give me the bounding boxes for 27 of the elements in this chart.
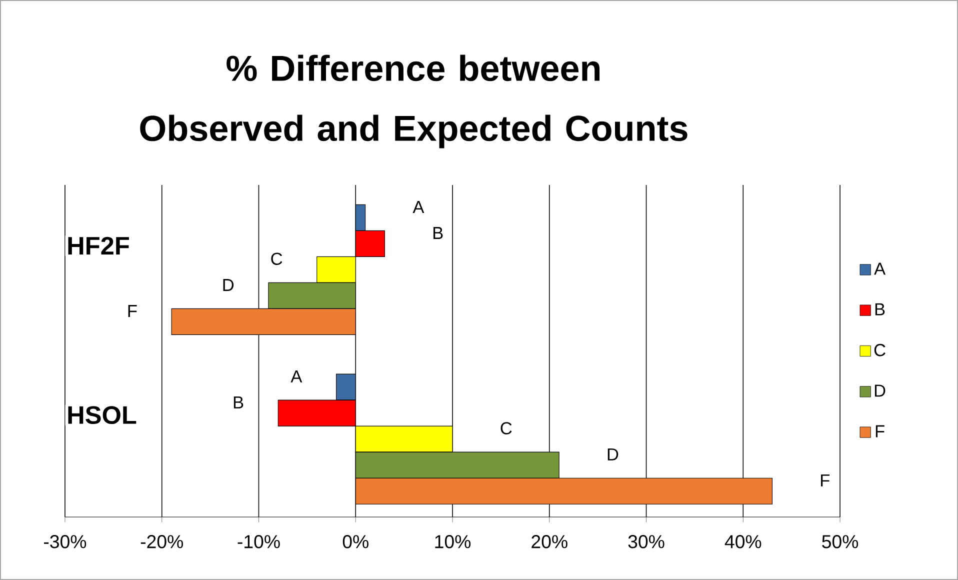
- x-tick-label: -10%: [238, 535, 280, 548]
- x-tick-label: -20%: [140, 535, 183, 548]
- text: B: [234, 396, 244, 408]
- x-tick-label: 50%: [822, 535, 858, 548]
- text: A: [412, 201, 424, 213]
- legend-label: A: [874, 262, 886, 275]
- x-tick-label: 30%: [628, 535, 664, 548]
- legend-label: D: [874, 384, 886, 397]
- x-tick-label: 20%: [532, 535, 568, 548]
- y-tick-label: HF2F: [68, 236, 129, 255]
- legend-label: F: [876, 425, 884, 438]
- text: F: [128, 305, 137, 317]
- text: D: [608, 448, 618, 460]
- legend-label: C: [874, 344, 886, 356]
- text: B: [433, 227, 443, 239]
- text: C: [500, 422, 512, 434]
- x-tick-label: -30%: [44, 535, 86, 548]
- text: D: [223, 279, 234, 291]
- y-tick-label: HSOL: [68, 406, 136, 424]
- text: C: [271, 252, 282, 265]
- x-tick-label: 0%: [342, 535, 368, 548]
- text: F: [821, 474, 830, 486]
- x-tick-label: 40%: [724, 535, 762, 548]
- chart-title: % Difference between Observed and Expected Counts: [140, 54, 688, 148]
- legend-label: B: [875, 303, 885, 316]
- text: A: [290, 370, 302, 382]
- x-tick-label: 10%: [435, 535, 471, 548]
